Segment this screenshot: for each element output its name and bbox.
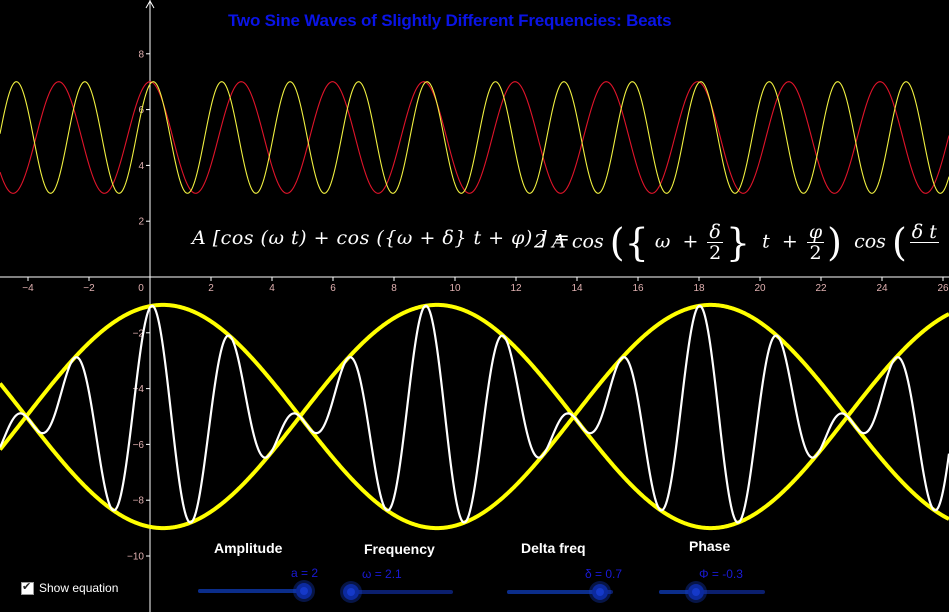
x-tick-label: 6	[330, 283, 336, 294]
x-tick-label: 14	[571, 283, 583, 294]
x-tick-label: 26	[937, 283, 949, 294]
x-tick-label: −2	[83, 283, 95, 294]
y-tick-label: 2	[138, 217, 144, 228]
lower-envelope-line	[0, 302, 949, 531]
delta-freq-value: δ = 0.7	[585, 567, 623, 581]
delta-freq-label: Delta freq	[521, 540, 586, 556]
slider-knob[interactable]	[296, 583, 312, 599]
x-tick-label: 2	[208, 283, 214, 294]
x-tick-label: 8	[391, 283, 397, 294]
yellow-wave-line	[0, 81, 949, 194]
x-tick-label: 22	[815, 283, 827, 294]
slider-fill	[507, 590, 600, 594]
left-paren-2: (	[891, 220, 907, 265]
slider-knob[interactable]	[342, 584, 359, 600]
x-tick-label: 10	[449, 283, 461, 294]
phase-label: Phase	[689, 538, 731, 554]
x-tick-label: 24	[876, 283, 888, 294]
amplitude-label: Amplitude	[214, 540, 283, 556]
slider-fill	[659, 590, 697, 594]
beat-sum-line	[0, 304, 949, 524]
product-equation: 2 A cos ({ ω + δ 2} t + φ 2) cos (δ t	[534, 222, 942, 263]
x-tick-label: 18	[693, 283, 705, 294]
slider-track[interactable]	[659, 590, 765, 594]
sum-equation: A [cos (ω t) + cos ({ω + δ} t + φ) ] =	[192, 227, 571, 249]
delta-freq-slider[interactable]	[507, 584, 613, 600]
y-tick-label: −8	[133, 496, 145, 507]
amplitude-slider[interactable]	[198, 583, 312, 599]
red-wave-line	[0, 81, 949, 194]
phase-value: Φ = -0.3	[699, 567, 743, 581]
show-equation-label: Show equation	[39, 581, 119, 595]
eq-cos-2: cos	[854, 230, 886, 253]
right-brace: }	[725, 220, 751, 265]
page-title: Two Sine Waves of Slightly Different Fre…	[228, 11, 672, 30]
slider-track[interactable]	[347, 590, 453, 594]
y-tick-label: −10	[127, 552, 144, 563]
x-tick-label: −4	[22, 283, 34, 294]
amplitude-value: a = 2	[291, 566, 319, 580]
eq-plus-2: +	[781, 230, 798, 253]
eq-t: t	[762, 230, 770, 253]
frequency-slider[interactable]	[342, 584, 453, 600]
x-tick-label: 12	[510, 283, 522, 294]
y-tick-label: 8	[138, 49, 144, 60]
left-paren: (	[609, 220, 625, 265]
upper-envelope-line	[0, 302, 949, 531]
show-equation-checkbox[interactable]: Show equation	[21, 580, 119, 595]
y-tick-label: −4	[133, 384, 145, 395]
right-paren: )	[827, 220, 842, 265]
slider-fill	[198, 589, 304, 593]
y-tick-label: −2	[133, 328, 145, 339]
frequency-label: Frequency	[364, 541, 435, 557]
eq-omega: ω	[654, 230, 671, 253]
slider-knob[interactable]	[688, 584, 705, 600]
checkbox-box[interactable]	[21, 580, 34, 595]
x-tick-label: 4	[269, 283, 275, 294]
phase-slider[interactable]	[659, 584, 765, 600]
y-tick-label: −6	[133, 440, 145, 451]
fraction-delta-t: δ t	[909, 221, 939, 243]
slider-knob[interactable]	[591, 584, 608, 600]
x-tick-label: 20	[754, 283, 766, 294]
x-tick-label: 16	[632, 283, 644, 294]
left-brace: {	[624, 220, 649, 265]
y-axis-arrow	[145, 0, 155, 9]
x-tick-label: 0	[138, 283, 144, 294]
frequency-value: ω = 2.1	[362, 567, 402, 581]
eq-prefix: 2 A cos	[534, 230, 604, 253]
eq-plus-1: +	[682, 230, 699, 253]
y-tick-label: 4	[138, 161, 144, 172]
